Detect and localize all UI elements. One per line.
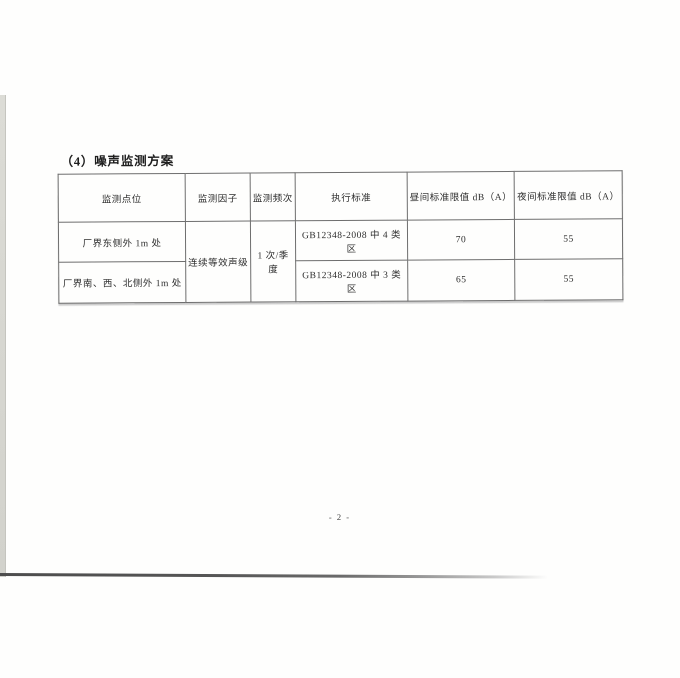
cell-nighttime-limit: 55 — [514, 258, 623, 301]
header-nighttime-limit: 夜间标准限值 dB（A） — [514, 170, 623, 220]
table-row: 厂界东侧外 1m 处 连续等效声级 1 次/季度 GB12348-2008 中 … — [58, 218, 623, 303]
page-number: - 2 - — [328, 511, 351, 523]
cell-nighttime-limit: 55 — [514, 218, 623, 260]
table-row: 厂界南、西、北侧外 1m 处 GB12348-2008 中 3 类区 65 55 — [58, 258, 623, 304]
header-monitoring-frequency: 监测频次 — [250, 172, 296, 222]
cell-monitoring-factor: 连续等效声级 — [185, 221, 251, 303]
table-header-row: 监测点位 监测因子 监测频次 执行标准 昼间标准限值 dB（A） 夜间标准限值 … — [58, 170, 623, 223]
cell-executive-standard: GB12348-2008 中 3 类区 — [295, 260, 408, 302]
cell-monitoring-frequency: 1 次/季度 — [250, 220, 296, 303]
header-executive-standard: 执行标准 — [295, 172, 408, 221]
cell-daytime-limit: 65 — [407, 259, 515, 302]
cell-monitoring-point: 厂界东侧外 1m 处 — [58, 221, 186, 263]
cell-monitoring-point: 厂界南、西、北侧外 1m 处 — [58, 261, 186, 304]
cell-daytime-limit: 70 — [407, 219, 515, 261]
scanner-background-strip — [0, 95, 6, 577]
noise-monitoring-table: 监测点位 监测因子 监测频次 执行标准 昼间标准限值 dB（A） 夜间标准限值 … — [58, 170, 624, 304]
section-title: （4）噪声监测方案 — [60, 154, 175, 169]
header-monitoring-point: 监测点位 — [58, 173, 186, 223]
cell-executive-standard: GB12348-2008 中 4 类区 — [295, 220, 408, 261]
header-daytime-limit: 昼间标准限值 dB（A） — [407, 171, 515, 221]
header-monitoring-factor: 监测因子 — [185, 173, 251, 222]
